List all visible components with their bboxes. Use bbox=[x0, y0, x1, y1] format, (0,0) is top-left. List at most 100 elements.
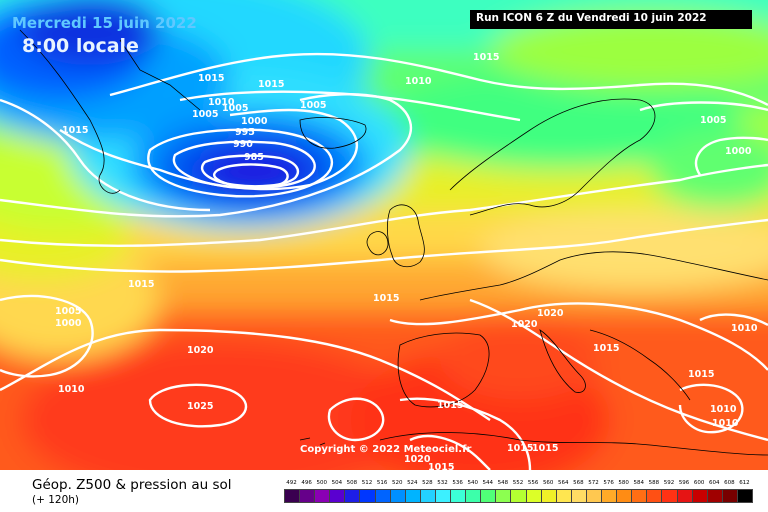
run-banner bbox=[470, 10, 752, 29]
legend-swatch bbox=[510, 489, 527, 503]
isobar-label: 1010 bbox=[731, 323, 758, 334]
isobar-label: 1010 bbox=[405, 76, 432, 87]
isobar-label: 1015 bbox=[128, 279, 155, 290]
isobar-label: 1005 bbox=[700, 115, 727, 126]
legend-swatch bbox=[314, 489, 331, 503]
legend-swatch bbox=[676, 489, 693, 503]
isobar-label: 1010 bbox=[208, 97, 235, 108]
isobar-line bbox=[639, 101, 768, 112]
legend-label: 532 bbox=[437, 480, 448, 486]
isobar-line bbox=[148, 383, 248, 428]
coastline-africa bbox=[379, 432, 768, 456]
legend-label: 548 bbox=[497, 480, 509, 486]
coastlines bbox=[19, 29, 768, 456]
isobar-label: 1005 bbox=[55, 306, 82, 317]
legend-label: 524 bbox=[407, 480, 418, 486]
isobar-label: 1020 bbox=[511, 319, 538, 330]
product-title: Géop. Z500 & pression au sol bbox=[32, 477, 232, 493]
legend-label: 504 bbox=[331, 480, 343, 486]
coastline-canaries bbox=[299, 437, 326, 446]
isobar-line bbox=[147, 128, 333, 198]
legend-label: 508 bbox=[346, 480, 358, 486]
geopotential-field bbox=[0, 0, 768, 470]
isobar-line bbox=[389, 302, 768, 371]
legend-label: 568 bbox=[573, 480, 584, 486]
legend-swatch bbox=[601, 489, 618, 503]
isobar-label: 1025 bbox=[187, 401, 214, 412]
isobar-line bbox=[327, 397, 385, 442]
color-legend: 492 496 500 504 508 512 516 520 524 528 532 536 540 5… bbox=[284, 480, 753, 506]
coastline-iberia bbox=[397, 332, 490, 408]
coastline-scandinavia bbox=[449, 98, 656, 216]
isobar-label: 1015 bbox=[437, 400, 464, 411]
legend-swatch bbox=[299, 489, 316, 503]
isobar-label: 990 bbox=[233, 139, 253, 150]
legend-label: 572 bbox=[588, 480, 599, 486]
legend-swatch bbox=[344, 489, 361, 503]
isobar-label: 1020 bbox=[537, 308, 564, 319]
isobar-line bbox=[399, 397, 532, 470]
run-info: Run ICON 6 Z du Vendredi 10 juin 2022 bbox=[476, 12, 707, 24]
legend-label: 608 bbox=[724, 480, 735, 486]
isobar-label: 985 bbox=[244, 152, 264, 163]
isobar-label: 1015 bbox=[373, 293, 400, 304]
isobar-label: 1015 bbox=[473, 52, 500, 63]
isobar-label: 1015 bbox=[258, 79, 285, 90]
legend-swatch bbox=[691, 489, 708, 503]
legend-swatch bbox=[404, 489, 421, 503]
isobar-label: 1020 bbox=[404, 454, 431, 465]
legend-swatch bbox=[585, 489, 603, 503]
isobar-label: 1005 bbox=[192, 109, 219, 120]
isobar-label: 1015 bbox=[428, 462, 455, 470]
isobar-line bbox=[213, 163, 289, 189]
legend-swatch bbox=[631, 489, 648, 503]
isobar-label: 1020 bbox=[187, 345, 214, 356]
legend-swatch bbox=[465, 489, 482, 503]
legend-label: 560 bbox=[542, 480, 554, 486]
legend-swatch bbox=[555, 489, 572, 503]
coastline-italy bbox=[539, 329, 586, 393]
isobar-line bbox=[409, 434, 491, 470]
lead-time: (+ 120h) bbox=[32, 494, 80, 506]
legend-label: 516 bbox=[376, 480, 388, 486]
legend-label: 536 bbox=[452, 480, 463, 486]
isobar-label: 1005 bbox=[300, 100, 327, 111]
legend-swatch bbox=[284, 489, 301, 503]
legend-swatch bbox=[721, 489, 738, 503]
weather-map: Mercredi 15 juin 2022 8:00 locale Run IC… bbox=[0, 0, 768, 470]
isobar-label: 1000 bbox=[725, 146, 752, 157]
legend-label: 540 bbox=[467, 480, 478, 486]
legend-swatch bbox=[480, 489, 497, 503]
isobar-label: 1000 bbox=[241, 116, 268, 127]
legend-swatch bbox=[495, 489, 512, 503]
legend-label: 556 bbox=[527, 480, 539, 486]
legend-label: 612 bbox=[739, 480, 750, 486]
isobar-line bbox=[0, 218, 768, 273]
legend-label: 564 bbox=[558, 480, 569, 486]
coastline-iceland bbox=[299, 117, 367, 149]
legend-swatch bbox=[329, 489, 346, 503]
isobar-line bbox=[0, 163, 768, 247]
legend-swatch bbox=[646, 489, 663, 503]
legend-label: 592 bbox=[663, 480, 675, 486]
isobar-line bbox=[0, 294, 94, 378]
legend-swatch bbox=[359, 489, 376, 503]
legend-swatch bbox=[450, 489, 467, 503]
legend-label: 528 bbox=[422, 480, 433, 486]
legend-swatch bbox=[540, 489, 557, 503]
isobar-line bbox=[0, 328, 491, 421]
legend-label: 544 bbox=[482, 480, 494, 486]
legend-swatch bbox=[374, 489, 391, 503]
legend-label: 520 bbox=[391, 480, 403, 486]
legend-swatch bbox=[389, 489, 406, 503]
legend-label: 584 bbox=[633, 480, 645, 486]
isobar-label: 1005 bbox=[222, 103, 249, 114]
legend-swatch bbox=[525, 489, 542, 503]
legend-swatch bbox=[434, 489, 452, 503]
isobar-label: 1010 bbox=[58, 384, 85, 395]
isobar-label: 1015 bbox=[507, 443, 534, 454]
legend-label: 600 bbox=[693, 480, 705, 486]
valid-time: 8:00 locale bbox=[22, 35, 139, 57]
isobar-line bbox=[699, 313, 768, 327]
legend-label: 492 bbox=[286, 480, 297, 486]
